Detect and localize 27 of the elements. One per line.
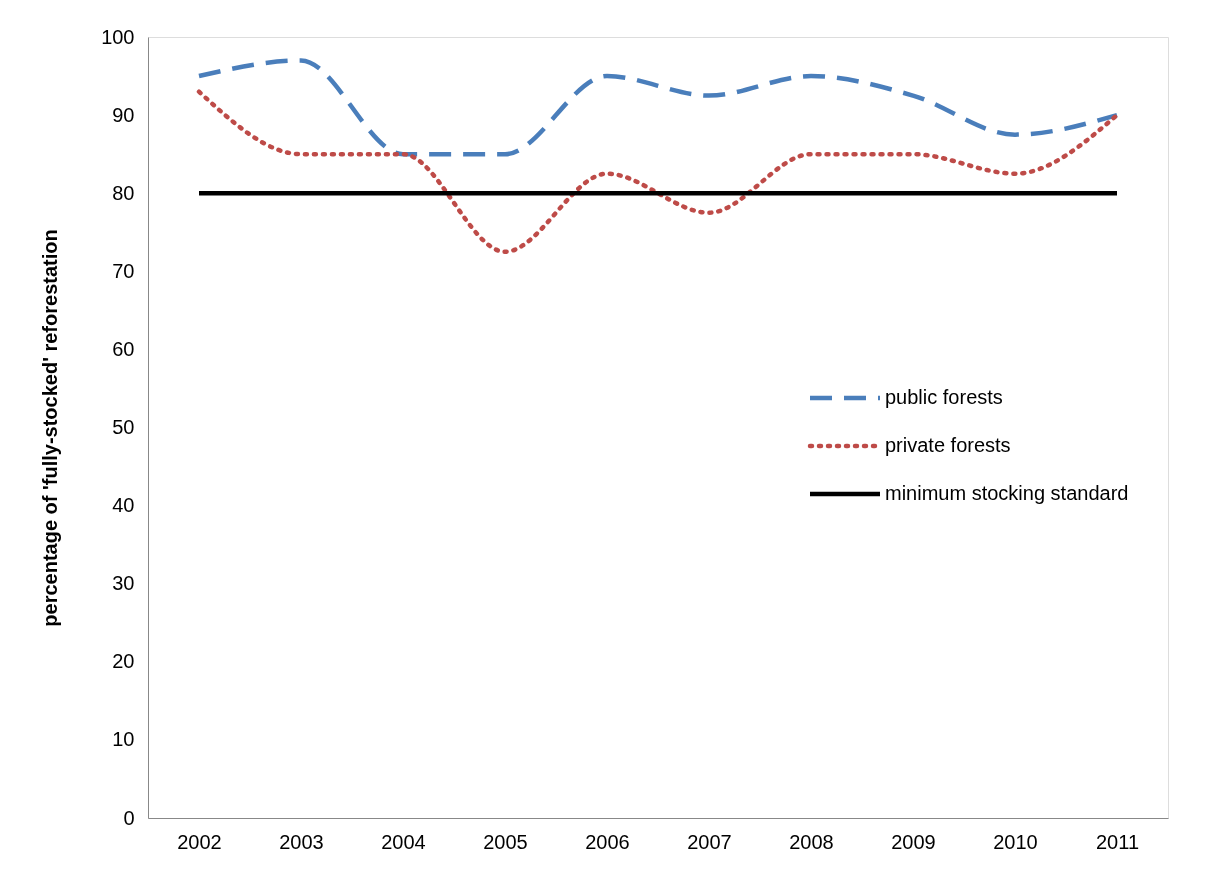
y-tick-label: 70 xyxy=(112,259,135,282)
y-tick-label: 50 xyxy=(112,416,135,438)
y-tick-label: 90 xyxy=(112,103,135,126)
x-tick-label: 2006 xyxy=(585,830,630,853)
y-tick-label: 40 xyxy=(112,494,135,517)
line-series xyxy=(196,58,1120,157)
y-tick-label: 0 xyxy=(123,806,135,829)
x-tick-label: 2004 xyxy=(381,830,426,853)
y-tick-label: 60 xyxy=(112,337,135,360)
y-axis-title: percentage of 'fully-stocked' reforestation xyxy=(39,229,62,627)
x-tick-label: 2003 xyxy=(279,830,324,853)
y-tick-label: 100 xyxy=(101,25,135,48)
x-tick-label: 2007 xyxy=(687,830,732,853)
legend-label: minimum stocking standard xyxy=(885,482,1129,504)
y-tick-label: 10 xyxy=(112,728,135,751)
x-tick-label: 2002 xyxy=(177,830,222,853)
legend-label: private forests xyxy=(885,434,1011,456)
x-tick-label: 2008 xyxy=(789,830,834,853)
x-tick-label: 2009 xyxy=(891,830,936,853)
legend-label: public forests xyxy=(885,386,1003,408)
y-tick-label: 30 xyxy=(112,572,135,595)
x-tick-label: 2010 xyxy=(993,830,1038,853)
line-series xyxy=(196,89,1120,255)
x-tick-label: 2011 xyxy=(1095,830,1140,853)
y-tick-label: 20 xyxy=(112,650,135,673)
y-tick-label: 80 xyxy=(112,181,135,204)
x-tick-label: 2005 xyxy=(483,830,528,853)
